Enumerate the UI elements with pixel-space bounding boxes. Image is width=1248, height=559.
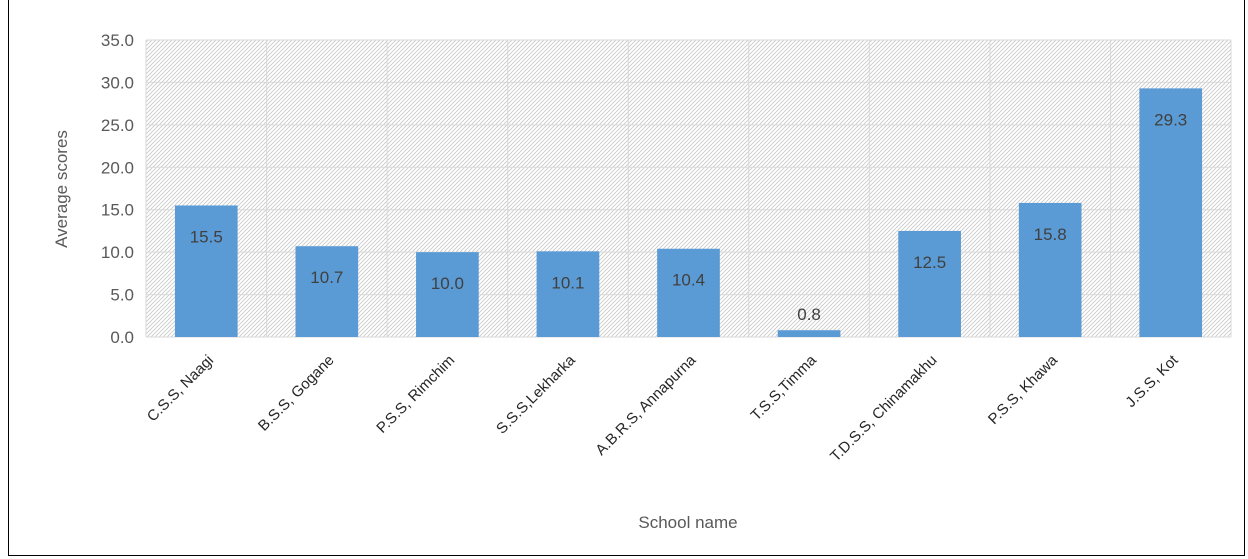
- x-tick-label: A.B.R.S, Annapurna: [592, 351, 699, 458]
- bar: [898, 230, 961, 337]
- bar: [777, 330, 841, 337]
- bar: [657, 248, 720, 337]
- bar: [536, 251, 600, 337]
- bar: [174, 205, 238, 337]
- y-tick-label: 20.0: [101, 158, 134, 177]
- x-tick-label: P.S.S, Rimchim: [373, 352, 458, 437]
- x-axis-title: School name: [638, 513, 737, 532]
- x-tick-label: J.S.S, Kot: [1122, 351, 1182, 411]
- y-tick-label: 15.0: [101, 201, 134, 220]
- data-label: 10.4: [672, 271, 705, 290]
- x-tick-label: C.S.S, Naagi: [144, 352, 217, 425]
- data-label: 12.5: [913, 253, 946, 272]
- x-tick-label: B.S.S, Gogane: [255, 352, 338, 435]
- data-labels: 15.5 10.7 10.0 10.1 10.4 0.8 12.5 15.8 29.3: [190, 110, 1188, 324]
- data-label: 15.5: [190, 227, 223, 246]
- data-label: 15.8: [1034, 225, 1067, 244]
- x-tick-label: S.S.S,Lekharka: [493, 351, 579, 437]
- y-tick-label: 0.0: [110, 328, 134, 347]
- y-tick-label: 5.0: [110, 286, 134, 305]
- bar: [295, 246, 359, 337]
- x-tick-labels: C.S.S, Naagi B.S.S, Gogane P.S.S, Rimchim S…: [144, 351, 1182, 465]
- bar: [416, 252, 479, 337]
- y-axis-title: Average scores: [52, 130, 71, 248]
- data-label: 10.1: [551, 273, 584, 292]
- x-tick-label: T.D.S.S, Chinamakhu: [827, 352, 940, 465]
- data-label: 29.3: [1154, 110, 1187, 129]
- data-label: 0.8: [797, 305, 821, 324]
- data-label: 10.7: [310, 268, 343, 287]
- gridlines: [145, 39, 1232, 338]
- bar: [1018, 202, 1082, 337]
- y-tick-label: 35.0: [101, 31, 134, 50]
- bars: [174, 88, 1203, 338]
- bar: [1139, 88, 1203, 338]
- x-tick-label: P.S.S, Khawa: [985, 351, 1062, 428]
- y-tick-label: 30.0: [101, 73, 134, 92]
- y-tick-label: 10.0: [101, 243, 134, 262]
- y-tick-label: 25.0: [101, 116, 134, 135]
- y-tick-labels: 0.0 5.0 10.0 15.0 20.0 25.0 30.0 35.0: [101, 31, 134, 347]
- x-tick-label: T.S.S,Timma: [748, 351, 821, 424]
- data-label: 10.0: [431, 274, 464, 293]
